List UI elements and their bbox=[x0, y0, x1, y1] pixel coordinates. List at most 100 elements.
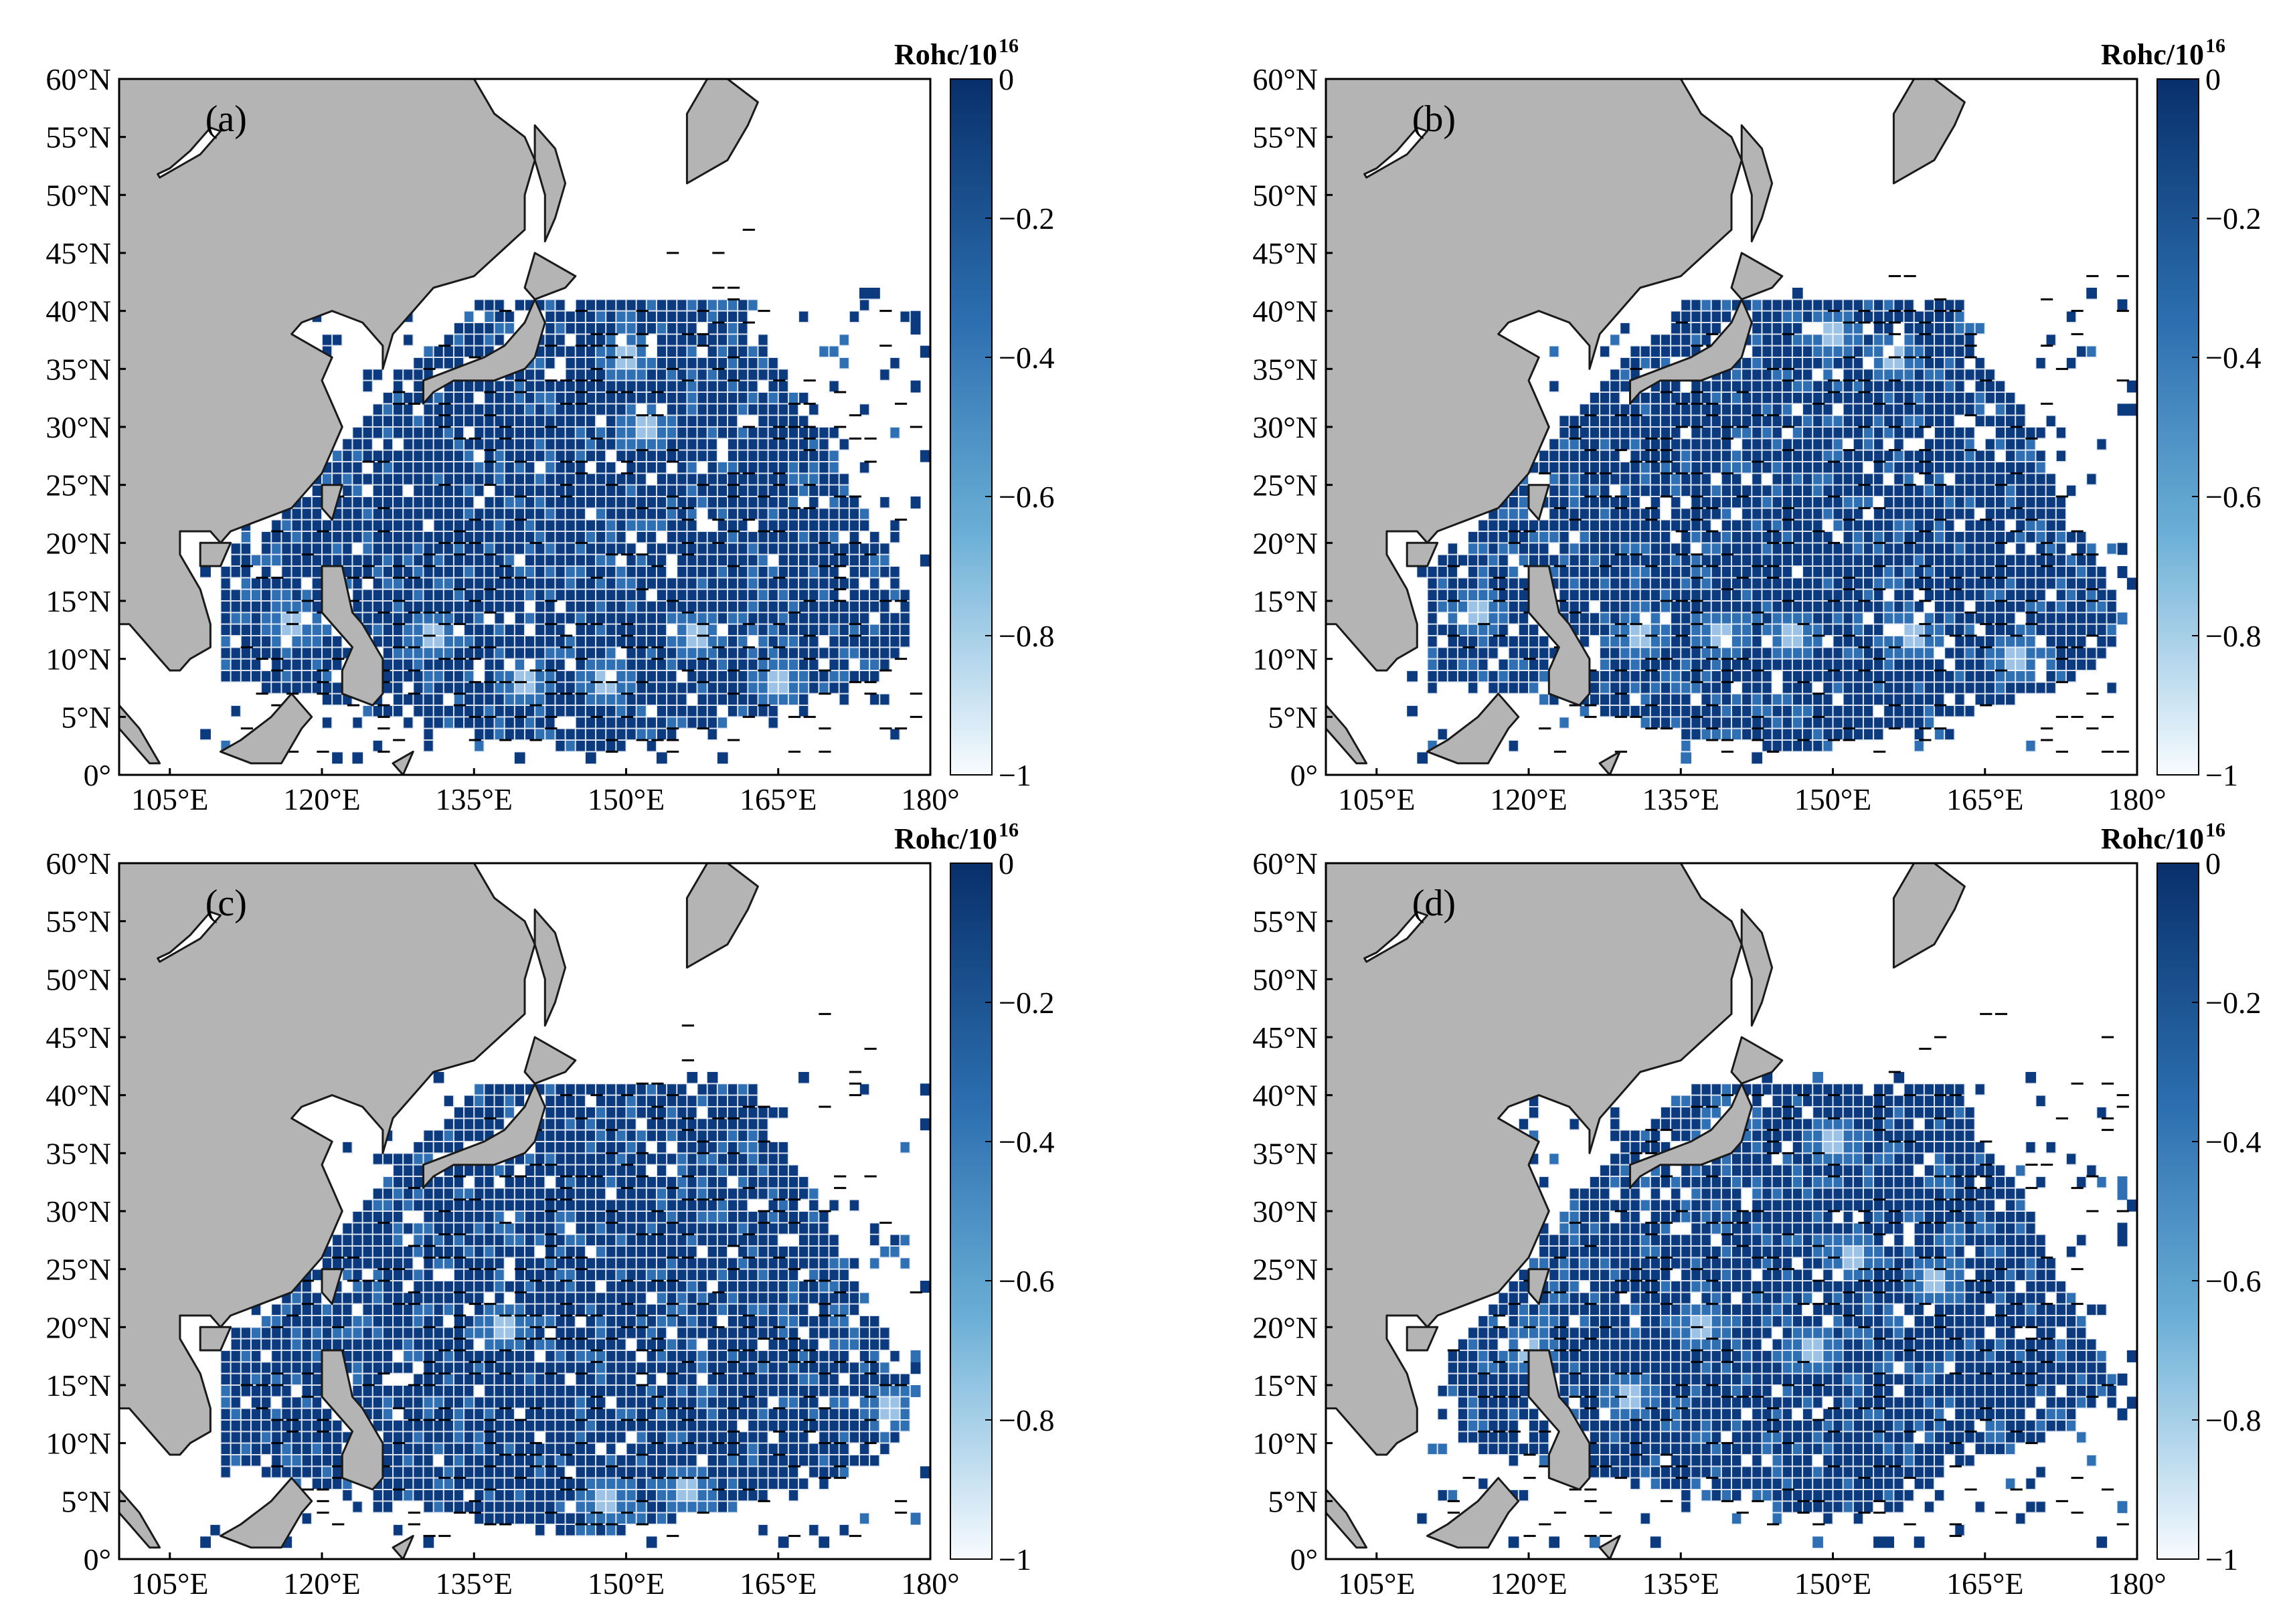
heatmap-cell bbox=[697, 310, 708, 323]
heatmap-cell bbox=[332, 334, 343, 347]
heatmap-cell bbox=[1691, 589, 1702, 602]
heatmap-cell bbox=[545, 705, 556, 717]
heatmap-cell bbox=[697, 647, 708, 660]
heatmap-cell bbox=[869, 577, 880, 590]
island bbox=[321, 484, 343, 521]
heatmap-cell bbox=[545, 577, 556, 590]
heatmap-cell bbox=[2035, 508, 2047, 521]
heatmap-cell bbox=[1610, 670, 1620, 683]
heatmap-cell bbox=[575, 438, 586, 451]
heatmap-cell bbox=[535, 473, 545, 486]
heatmap-cell bbox=[575, 473, 586, 486]
heatmap-cell bbox=[1924, 450, 1935, 462]
heatmap-cell bbox=[1873, 682, 1884, 695]
panel-c: (c)60°N55°N50°N45°N40°N35°N30°N25°N20°N1… bbox=[46, 819, 1054, 1601]
heatmap-cell bbox=[1772, 519, 1783, 532]
heatmap-cell bbox=[362, 1292, 373, 1305]
heatmap-cell bbox=[1802, 497, 1813, 509]
heatmap-cell bbox=[1934, 334, 1945, 347]
heatmap-cell bbox=[413, 462, 424, 474]
heatmap-cell bbox=[1984, 415, 1996, 428]
heatmap-cell bbox=[1468, 670, 1478, 683]
heatmap-cell bbox=[758, 543, 769, 555]
heatmap-cell bbox=[393, 1455, 404, 1467]
heatmap-cell bbox=[453, 1234, 464, 1247]
heatmap-cell bbox=[819, 647, 830, 660]
heatmap-cell bbox=[2005, 577, 2016, 590]
heatmap-cell bbox=[565, 682, 576, 695]
heatmap-cell bbox=[1650, 554, 1661, 567]
heatmap-cell bbox=[1468, 601, 1478, 613]
heatmap-cell bbox=[474, 1455, 485, 1467]
heatmap-cell bbox=[667, 403, 677, 416]
heatmap-cell bbox=[494, 508, 505, 521]
heatmap-cell bbox=[1691, 403, 1702, 416]
heatmap-cell bbox=[474, 1350, 485, 1362]
heatmap-cell bbox=[1782, 612, 1793, 625]
heatmap-cell bbox=[697, 554, 708, 567]
heatmap-cell bbox=[1954, 497, 1966, 509]
heatmap-cell bbox=[2035, 519, 2047, 532]
heatmap-cell bbox=[1529, 543, 1539, 555]
heatmap-cell bbox=[1762, 543, 1773, 555]
heatmap-cell bbox=[1498, 682, 1509, 695]
heatmap-cell bbox=[453, 601, 464, 613]
heatmap-cell bbox=[1731, 484, 1742, 497]
heatmap-cell bbox=[1731, 462, 1742, 474]
heatmap-cell bbox=[464, 1477, 475, 1490]
heatmap-cell bbox=[453, 1292, 464, 1305]
heatmap-cell bbox=[210, 1524, 222, 1536]
heatmap-cell bbox=[555, 636, 566, 648]
heatmap-cell bbox=[596, 299, 606, 312]
heatmap-cell bbox=[596, 636, 606, 648]
heatmap-cell bbox=[474, 508, 485, 521]
heatmap-cell bbox=[1640, 345, 1651, 358]
heatmap-cell bbox=[281, 1338, 292, 1351]
heatmap-cell bbox=[728, 554, 738, 567]
heatmap-cell bbox=[575, 566, 586, 578]
heatmap-cell bbox=[2076, 577, 2087, 590]
heatmap-cell bbox=[1762, 484, 1773, 497]
heatmap-cell bbox=[311, 636, 323, 648]
heatmap-cell bbox=[1529, 647, 1539, 660]
heatmap-cell bbox=[596, 519, 606, 532]
heatmap-cell bbox=[250, 658, 262, 671]
heatmap-cell bbox=[464, 647, 475, 660]
heatmap-cell bbox=[271, 1338, 282, 1351]
heatmap-cell bbox=[1843, 670, 1854, 683]
colorbar-tick-label: 0 bbox=[999, 62, 1014, 96]
heatmap-cell bbox=[555, 392, 566, 404]
heatmap-cell bbox=[474, 1490, 485, 1502]
heatmap-cell bbox=[1924, 543, 1935, 555]
heatmap-cell bbox=[839, 543, 850, 555]
heatmap-cell bbox=[1984, 658, 1996, 671]
heatmap-cell bbox=[1833, 624, 1844, 636]
heatmap-cell bbox=[393, 369, 404, 381]
heatmap-cell bbox=[1873, 531, 1884, 543]
heatmap-cell bbox=[1914, 693, 1925, 706]
heatmap-cell bbox=[1701, 392, 1712, 404]
heatmap-cell bbox=[322, 1466, 333, 1479]
heatmap-cell bbox=[1742, 369, 1752, 381]
heatmap-cell bbox=[1752, 693, 1763, 706]
heatmap-cell bbox=[271, 647, 282, 660]
heatmap-cell bbox=[2025, 508, 2037, 521]
heatmap-cell bbox=[1802, 624, 1813, 636]
heatmap-cell bbox=[1478, 670, 1489, 683]
heatmap-cell bbox=[535, 705, 545, 717]
heatmap-cell bbox=[2076, 647, 2087, 660]
heatmap-cell bbox=[687, 323, 698, 335]
heatmap-cell bbox=[656, 462, 667, 474]
heatmap-cell bbox=[1883, 658, 1894, 671]
x-tick-label: 135°E bbox=[436, 782, 513, 816]
heatmap-cell bbox=[1782, 508, 1793, 521]
heatmap-cell bbox=[1650, 531, 1661, 543]
heatmap-cell bbox=[1660, 450, 1671, 462]
heatmap-cell bbox=[585, 670, 596, 683]
heatmap-cell bbox=[403, 1396, 414, 1409]
heatmap-cell bbox=[646, 554, 657, 567]
heatmap-cell bbox=[1782, 577, 1793, 590]
island bbox=[1527, 484, 1550, 521]
heatmap-cell bbox=[413, 438, 424, 451]
heatmap-cell bbox=[1600, 473, 1610, 486]
